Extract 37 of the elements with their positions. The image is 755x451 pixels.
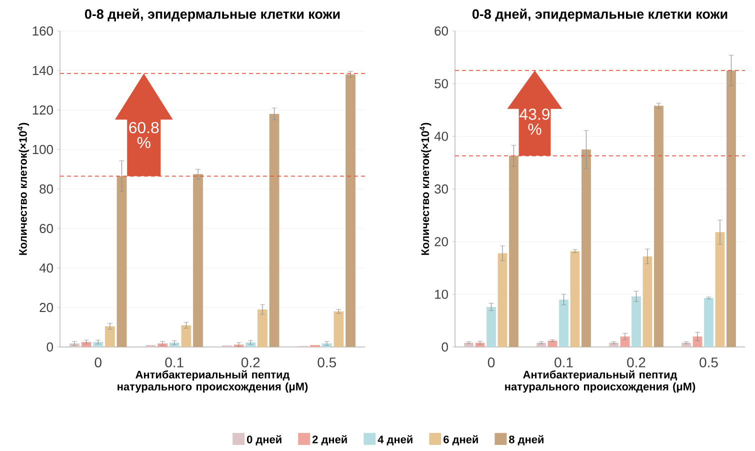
x-tick-label: 0.2 bbox=[241, 357, 260, 368]
y-tick-label: 60 bbox=[40, 224, 53, 234]
legend-label: 4 дней bbox=[378, 435, 412, 446]
x-tick-label: 0 bbox=[488, 357, 495, 368]
x-tick-label: 0.5 bbox=[318, 357, 336, 368]
x-tick-label: 0.5 bbox=[700, 357, 718, 368]
y-tick-label: 40 bbox=[39, 263, 53, 273]
y-tick-label: 120 bbox=[32, 105, 53, 115]
legend-label: 0 дней bbox=[247, 435, 282, 446]
legend-label: 8 дней bbox=[509, 435, 544, 446]
chart-title: 0-8 дней, эпидермальные клетки кожи bbox=[84, 8, 340, 22]
x-tick-label: 0.1 bbox=[165, 357, 184, 368]
y-tick-label: 20 bbox=[434, 237, 448, 246]
x-tick-label: 0.2 bbox=[627, 357, 646, 368]
legend-label: 2 дней bbox=[312, 435, 347, 446]
y-tick-label: 20 bbox=[40, 302, 53, 312]
y-tick-label: 0 bbox=[442, 342, 448, 352]
legend-label: 6 дней bbox=[444, 435, 478, 446]
y-tick-label: 30 bbox=[434, 184, 448, 194]
y-tick-label: 0 bbox=[46, 342, 53, 352]
y-tick-label: 100 bbox=[32, 144, 53, 154]
y-tick-label: 10 bbox=[435, 290, 448, 299]
x-tick-label: 0 bbox=[94, 357, 102, 368]
y-axis-title: Количество клеток(×10$^{4}$) bbox=[18, 122, 30, 255]
y-tick-label: 40 bbox=[434, 132, 448, 141]
annotation: 43.9 % bbox=[520, 108, 550, 135]
y-tick-label: 50 bbox=[434, 79, 448, 88]
y-axis-title: Количество клеток(×10$^{4}$) bbox=[420, 122, 432, 255]
y-tick-label: 60 bbox=[434, 26, 448, 36]
y-tick-label: 160 bbox=[32, 26, 53, 36]
x-tick-label: 0.1 bbox=[554, 357, 573, 368]
annotation: 60.8 % bbox=[129, 122, 159, 148]
y-tick-label: 80 bbox=[40, 184, 53, 194]
x-axis-title: Антибактериальный пептид натурального происхождения (μM) bbox=[505, 370, 696, 393]
y-tick-label: 140 bbox=[32, 66, 53, 76]
x-axis-title: Антибактериальный пептид натурального происхождения (μM) bbox=[118, 370, 308, 393]
chart-title: 0-8 дней, эпидермальные клетки кожи bbox=[472, 8, 728, 22]
